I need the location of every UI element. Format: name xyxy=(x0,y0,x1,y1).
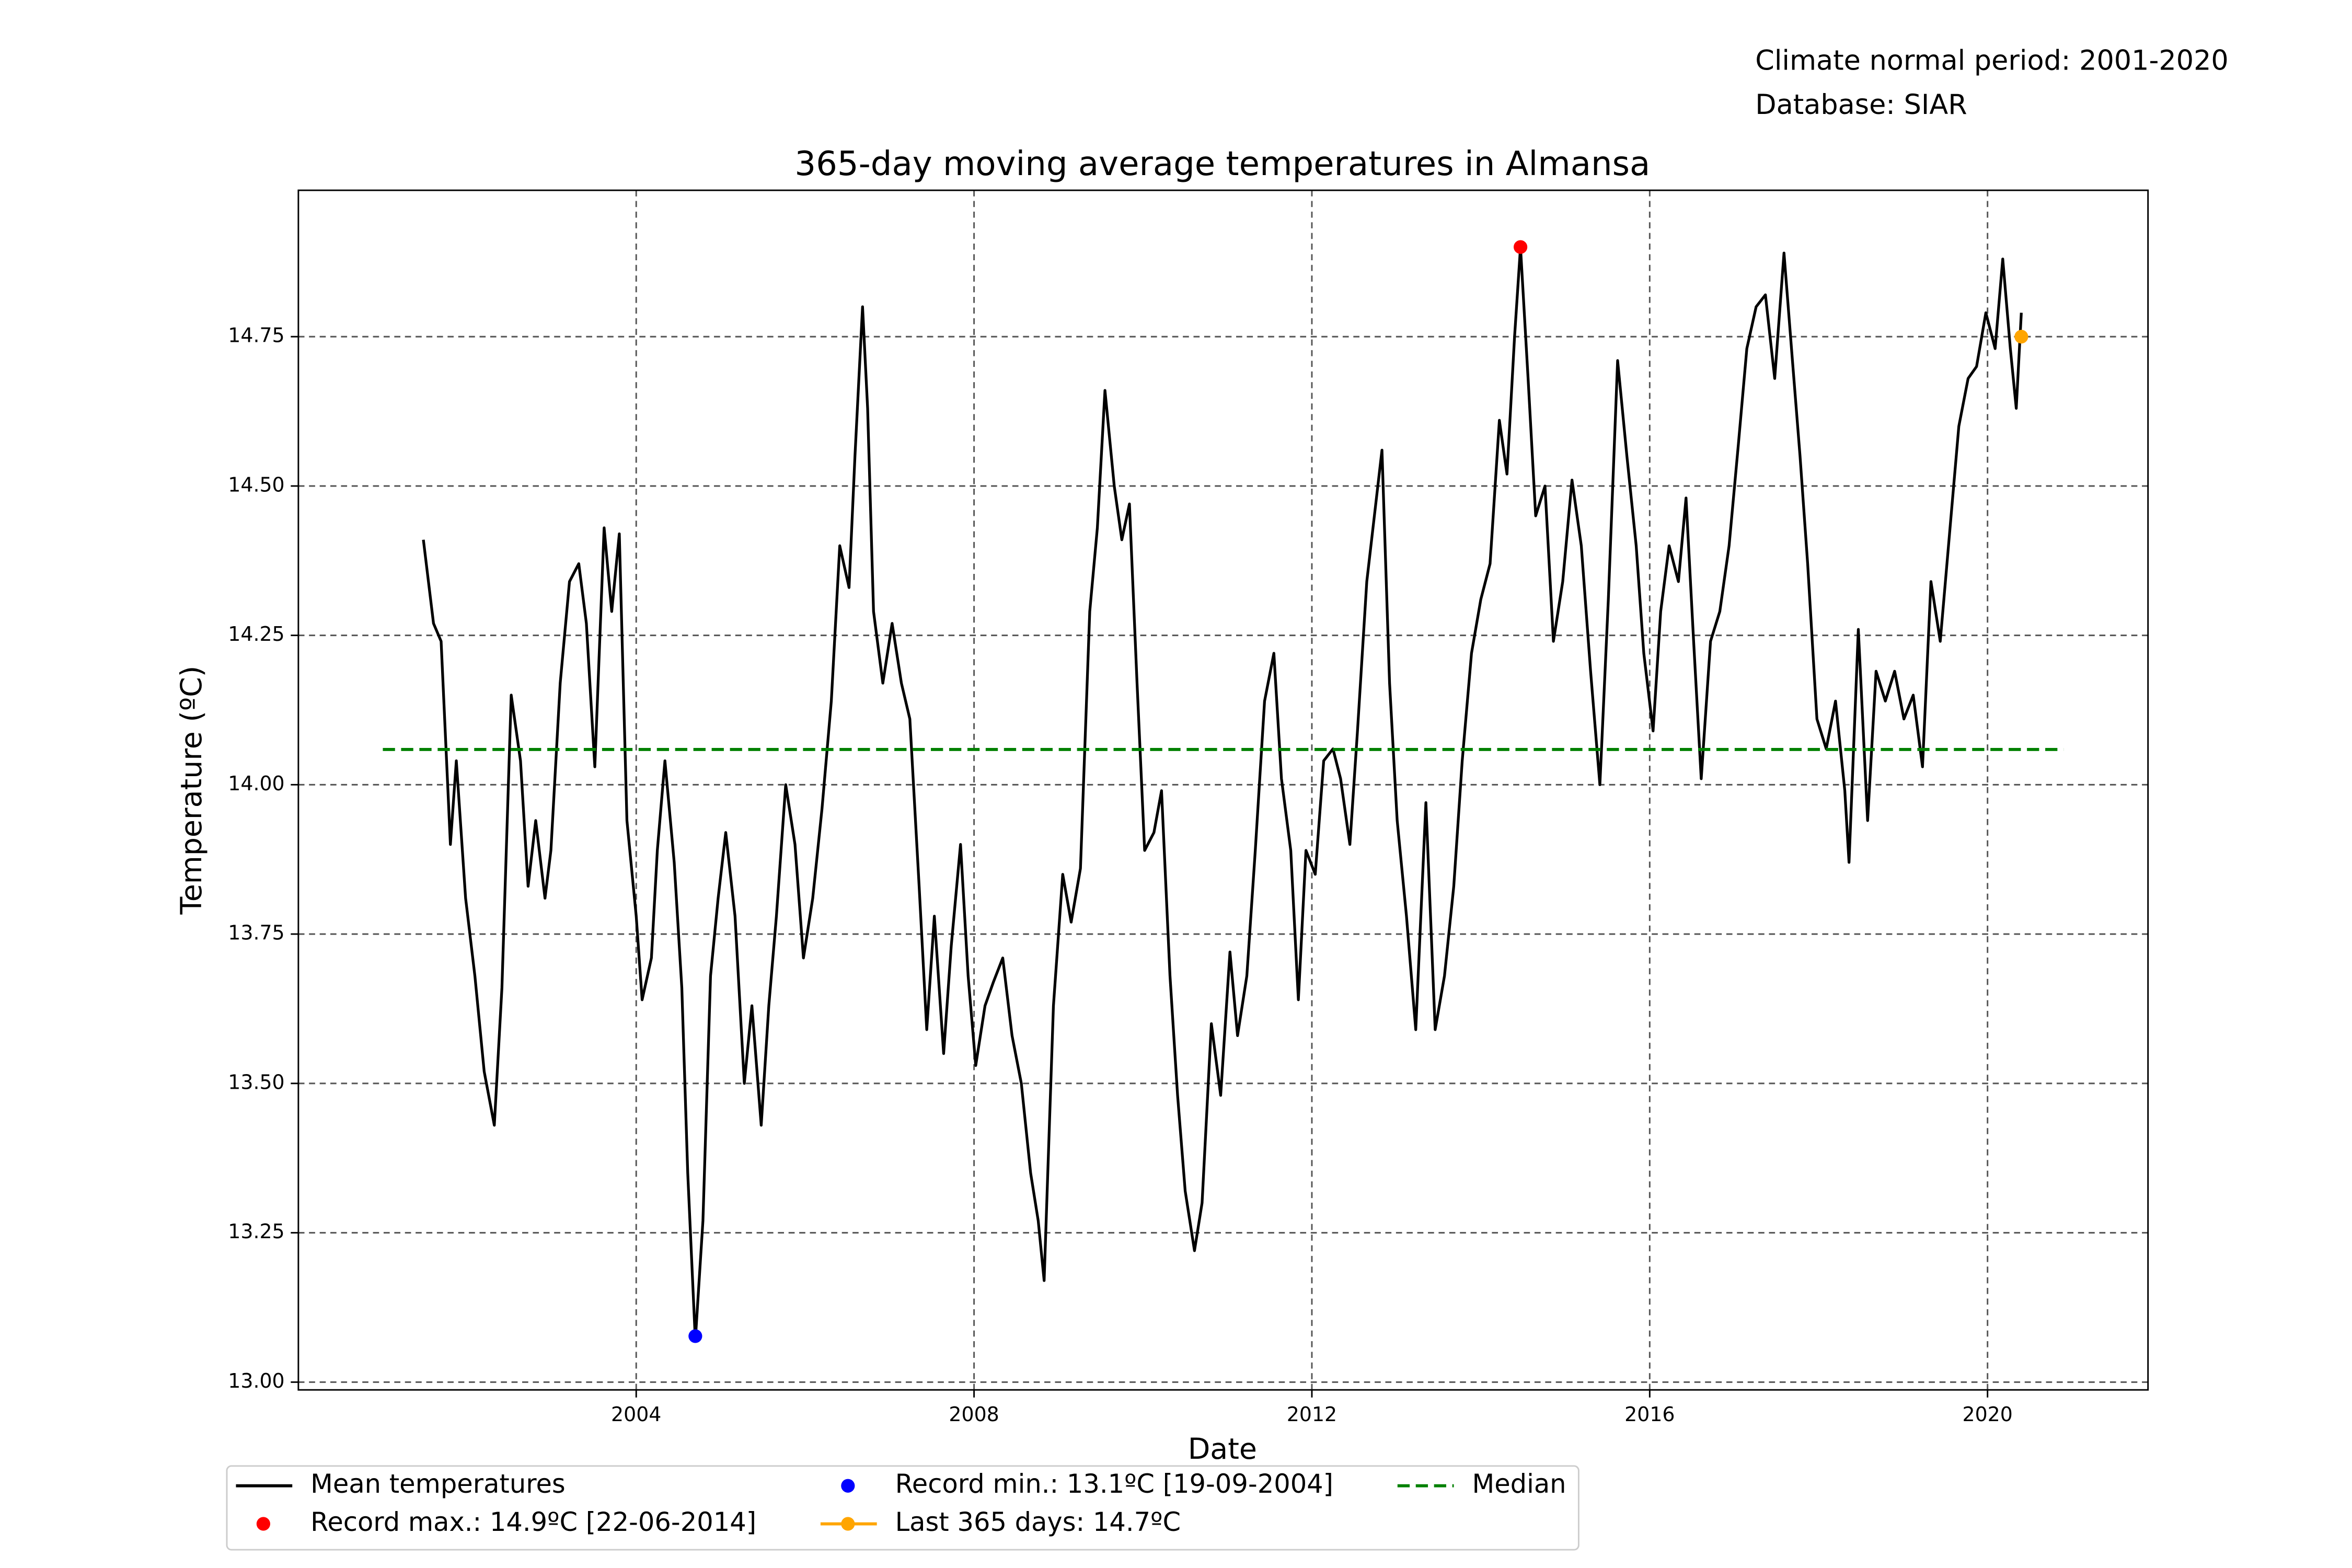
data-point xyxy=(2014,330,2028,344)
y-tick-label: 14.75 xyxy=(228,324,284,347)
legend-label: Mean temperatures xyxy=(310,1469,566,1499)
data-point xyxy=(688,1329,702,1343)
y-tick-label: 14.00 xyxy=(228,772,284,795)
y-axis-label: Temperature (ºC) xyxy=(175,666,209,915)
x-tick-label: 2020 xyxy=(1963,1403,2013,1426)
x-tick-label: 2016 xyxy=(1624,1403,1675,1426)
y-tick-label: 13.50 xyxy=(228,1070,284,1093)
x-tick-label: 2012 xyxy=(1287,1403,1337,1426)
legend-handle xyxy=(841,1479,855,1493)
legend-label: Median xyxy=(1472,1469,1566,1499)
x-tick-label: 2008 xyxy=(949,1403,999,1426)
y-tick-label: 13.00 xyxy=(228,1369,284,1392)
legend-handle xyxy=(256,1517,270,1531)
legend-label: Record min.: 13.1ºC [19-09-2004] xyxy=(895,1469,1333,1499)
y-tick-label: 14.25 xyxy=(228,622,284,645)
legend-box xyxy=(226,1465,1579,1551)
annotation: Database: SIAR xyxy=(1755,89,1967,121)
y-tick-label: 13.25 xyxy=(228,1220,284,1243)
y-tick-label: 14.50 xyxy=(228,473,284,496)
data-line xyxy=(422,246,2023,1342)
y-tick-label: 13.75 xyxy=(228,921,284,944)
data-point xyxy=(1513,240,1528,254)
legend-label: Record max.: 14.9ºC [22-06-2014] xyxy=(310,1507,756,1537)
legend-label: Last 365 days: 14.7ºC xyxy=(895,1507,1181,1537)
annotation: Climate normal period: 2001-2020 xyxy=(1755,44,2229,76)
x-tick-label: 2004 xyxy=(611,1403,661,1426)
x-axis-label: Date xyxy=(1188,1433,1257,1466)
chart-title: 365-day moving average temperatures in A… xyxy=(794,145,1650,183)
legend-handle xyxy=(841,1517,855,1531)
plot-frame xyxy=(297,189,2149,1391)
